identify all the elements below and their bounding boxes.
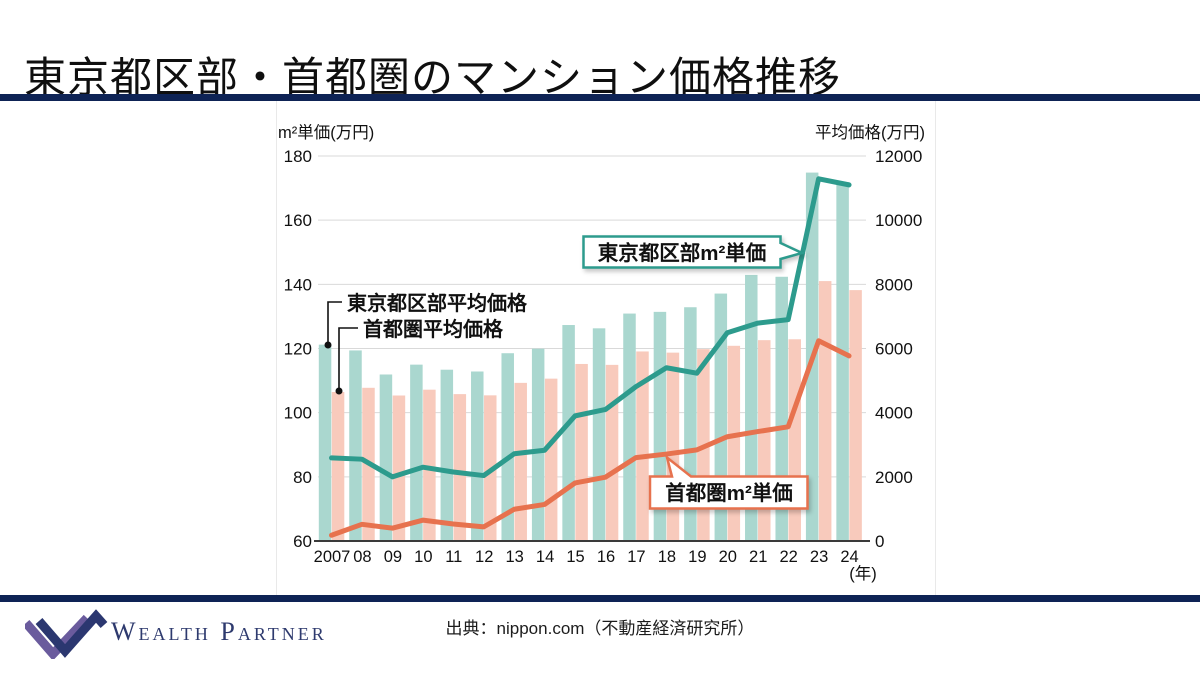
bar: [423, 389, 436, 541]
bar: [410, 364, 423, 541]
svg-text:24: 24: [840, 548, 858, 566]
bar: [592, 328, 606, 541]
svg-text:19: 19: [688, 548, 706, 566]
svg-text:18: 18: [658, 548, 676, 566]
svg-text:0: 0: [875, 532, 884, 551]
chart-card: 180 160 140 120 100 80 60 12000 10000 8000 6000 400…: [276, 101, 936, 595]
svg-text:6000: 6000: [875, 340, 913, 359]
svg-text:100: 100: [284, 404, 312, 423]
svg-text:23: 23: [810, 548, 828, 566]
line-shutoken-unit-price: [329, 338, 852, 538]
svg-text:8000: 8000: [875, 275, 913, 294]
svg-text:2007: 2007: [314, 548, 351, 566]
svg-text:17: 17: [627, 548, 645, 566]
bottom-divider: [0, 595, 1200, 602]
bar: [514, 382, 527, 541]
bar: [818, 281, 832, 541]
line-tokyo23-unit-price: [329, 176, 852, 480]
wealth-partner-logo: Wealth Partner: [25, 603, 325, 663]
chart-svg: 1801601401201008060120001000080006000400…: [278, 123, 925, 583]
bar: [453, 394, 467, 541]
bar: [745, 274, 758, 541]
svg-text:10: 10: [414, 548, 432, 566]
left-axis-ticks: 180 160 140 120 100 80 60: [284, 147, 312, 551]
svg-text:20: 20: [719, 548, 737, 566]
bar: [440, 369, 454, 541]
top-divider: [0, 94, 1200, 101]
svg-text:80: 80: [293, 468, 312, 487]
svg-text:160: 160: [284, 211, 312, 230]
svg-text:首都圏平均価格: 首都圏平均価格: [363, 317, 504, 341]
bar: [666, 352, 680, 541]
callout-shutoken-unit-price: 首都圏m²単価: [648, 454, 809, 510]
x-axis-unit: (年): [849, 564, 877, 583]
bar: [775, 276, 788, 541]
svg-text:140: 140: [284, 275, 312, 294]
bar: [379, 374, 393, 541]
bar: [531, 348, 545, 541]
brand-name: Wealth Partner: [111, 617, 327, 646]
bar: [392, 395, 406, 541]
svg-text:2000: 2000: [875, 468, 913, 487]
svg-text:180: 180: [284, 147, 312, 166]
svg-text:12: 12: [475, 548, 493, 566]
svg-text:09: 09: [384, 548, 402, 566]
callout-tokyo23-unit-price: 東京都区部m²単価: [582, 235, 806, 269]
bar: [575, 363, 588, 541]
bar: [849, 290, 862, 541]
page-title: 東京都区部・首都圏のマンション価格推移: [24, 54, 842, 102]
svg-text:14: 14: [536, 548, 554, 566]
source-caption: 出典：nippon.com（不動産経済研究所）: [445, 619, 755, 638]
right-axis-title: 平均価格(万円): [815, 123, 925, 142]
left-axis-title: m²単価(万円): [278, 123, 374, 142]
svg-text:60: 60: [293, 532, 312, 551]
bar: [758, 340, 771, 541]
bar: [636, 351, 649, 541]
svg-text:10000: 10000: [875, 211, 922, 230]
bar: [727, 345, 741, 541]
bar: [623, 313, 636, 541]
svg-text:13: 13: [505, 548, 523, 566]
right-axis-ticks: 12000 10000 8000 6000 4000 2000 0: [875, 147, 922, 551]
svg-text:15: 15: [566, 548, 584, 566]
bar: [605, 364, 619, 541]
bar: [836, 182, 849, 541]
bar: [788, 339, 801, 541]
bar: [544, 378, 558, 541]
svg-text:12000: 12000: [875, 147, 922, 166]
bar: [318, 344, 332, 541]
svg-text:4000: 4000: [875, 404, 913, 423]
svg-text:120: 120: [284, 340, 312, 359]
bar: [471, 371, 484, 541]
svg-text:東京都区部m²単価: 東京都区部m²単価: [598, 241, 767, 265]
svg-text:08: 08: [353, 548, 371, 566]
bar: [562, 325, 575, 541]
bar: [331, 392, 345, 541]
svg-text:東京都区部平均価格: 東京都区部平均価格: [347, 291, 528, 315]
price-trend-chart: 180 160 140 120 100 80 60 12000 10000 8000 6000 400…: [277, 101, 935, 595]
svg-text:21: 21: [749, 548, 767, 566]
svg-text:22: 22: [779, 548, 797, 566]
bar: [501, 353, 514, 541]
bar: [349, 350, 362, 541]
x-axis-labels: 2007 08 09 10 11 12 13 14 15 16 17 18 19 20 21 22 23 24: [314, 548, 859, 566]
svg-text:11: 11: [445, 548, 462, 566]
svg-text:首都圏m²単価: 首都圏m²単価: [665, 481, 793, 505]
svg-text:16: 16: [597, 548, 615, 566]
logo-w-mark-icon: [25, 609, 108, 659]
